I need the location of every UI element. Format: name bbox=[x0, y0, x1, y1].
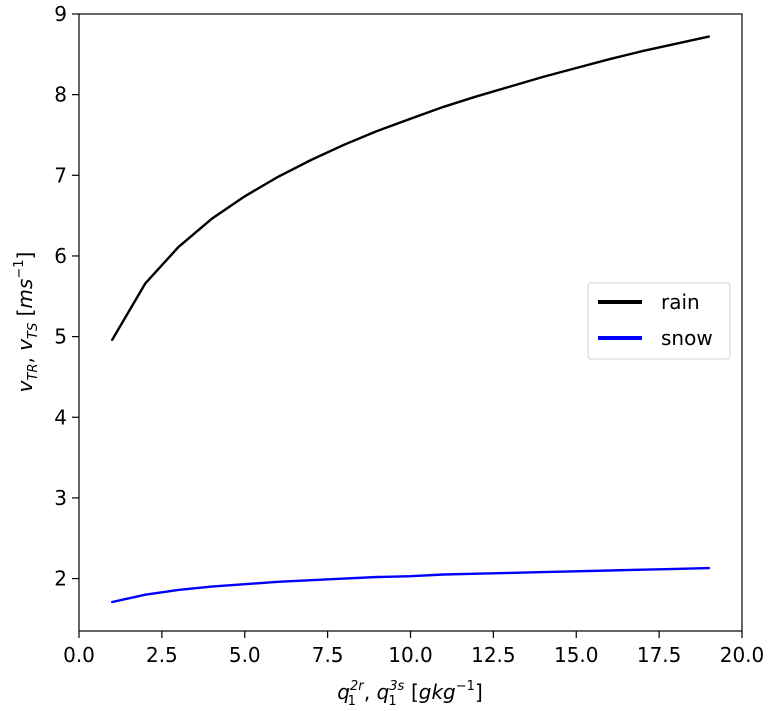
legend-label-rain: rain bbox=[661, 290, 700, 314]
y-axis-label: vTR, vTS [ms−1] bbox=[12, 252, 41, 393]
x-tick-label: 20.0 bbox=[720, 643, 765, 667]
series-line-rain bbox=[110, 35, 711, 341]
y-tick-label: 6 bbox=[54, 244, 67, 268]
y-tick-label: 9 bbox=[54, 2, 67, 26]
x-tick-label: 12.5 bbox=[471, 643, 516, 667]
y-tick-label: 5 bbox=[54, 325, 67, 349]
x-tick-label: 17.5 bbox=[637, 643, 682, 667]
series-layer bbox=[110, 35, 711, 604]
y-tick-label: 2 bbox=[54, 567, 67, 591]
x-tick-label: 5.0 bbox=[229, 643, 261, 667]
y-tick-label: 8 bbox=[54, 83, 67, 107]
legend: rain snow bbox=[587, 282, 731, 360]
y-tick-label: 3 bbox=[54, 486, 67, 510]
series-line-snow bbox=[110, 566, 711, 604]
x-axis-label: q2r 1, q3s 1 [gkg−1] bbox=[337, 679, 483, 709]
x-tick-label: 15.0 bbox=[554, 643, 599, 667]
x-tick-label: 2.5 bbox=[146, 643, 178, 667]
y-tick-label: 4 bbox=[54, 405, 67, 429]
y-tick-label: 7 bbox=[54, 163, 67, 187]
x-tick-label: 0.0 bbox=[63, 643, 95, 667]
x-tick-label: 10.0 bbox=[388, 643, 433, 667]
x-axis: 0.0 2.5 5.0 7.5 10.0 12.5 15.0 17.5 20.0 bbox=[63, 631, 764, 667]
legend-label-snow: snow bbox=[661, 326, 713, 350]
x-tick-label: 7.5 bbox=[312, 643, 344, 667]
y-axis: 2 3 4 5 6 7 8 9 bbox=[54, 2, 79, 591]
